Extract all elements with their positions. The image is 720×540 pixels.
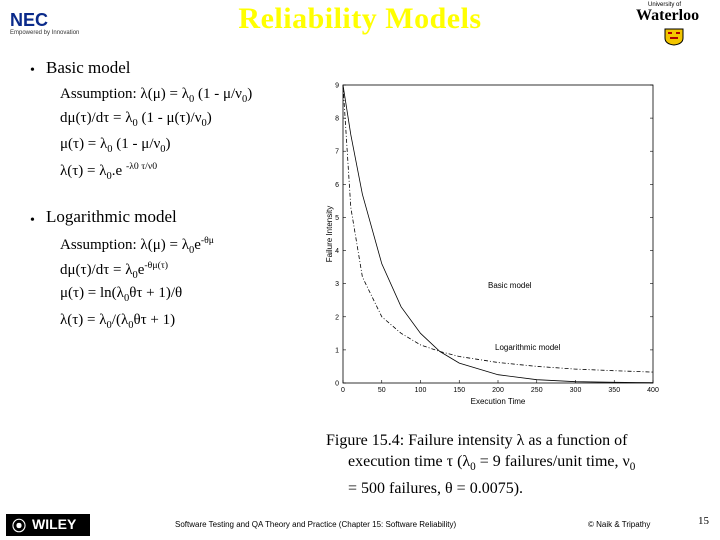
wiley-logo: ⦿ WILEY <box>6 514 90 536</box>
logarithmic-model-annotation: Logarithmic model <box>495 343 561 352</box>
bullet-icon: • <box>30 213 35 228</box>
x-tick-label: 100 <box>415 387 427 394</box>
failure-intensity-chart: 0 50 100 150 200 250 300 350 400 0 1 2 3 4 5 6 7 8 9 Execu… <box>325 83 659 407</box>
x-tick-label: 350 <box>608 387 620 394</box>
x-axis-label: Execution Time <box>471 397 526 406</box>
waterloo-logo-top: University of <box>648 2 682 8</box>
x-tick-label: 0 <box>341 387 345 394</box>
basic-mu-line: μ(τ) = λ0 (1 - μ/ν0) <box>60 136 171 155</box>
y-tick-label: 5 <box>335 215 339 222</box>
y-tick-label: 3 <box>335 281 339 288</box>
y-tick-label: 4 <box>335 248 339 255</box>
y-tick-label: 0 <box>335 381 339 388</box>
slide-title: Reliability Models <box>238 2 482 35</box>
page-number: 15 <box>698 515 709 527</box>
basic-model-line <box>342 84 654 384</box>
y-tick-label: 8 <box>335 116 339 123</box>
log-assumption-line: Assumption: λ(μ) = λ0e-θμ <box>60 235 215 256</box>
section-heading-logarithmic: Logarithmic model <box>46 207 177 226</box>
figure-caption: Figure 15.4: Failure intensity λ as a fu… <box>326 430 716 499</box>
caption-line-3: = 500 failures, θ = 0.0075). <box>348 480 524 498</box>
basic-assumption-line: Assumption: λ(μ) = λ0 (1 - μ/ν0) <box>60 86 253 105</box>
logarithmic-model-line <box>342 84 654 373</box>
basic-derivative-line: dμ(τ)/dτ = λ0 (1 - μ(τ)/ν0) <box>60 110 212 129</box>
section-heading-basic: Basic model <box>46 58 131 77</box>
x-tick-label: 200 <box>492 387 504 394</box>
y-axis-label: Failure Intensity <box>325 206 334 262</box>
x-tick-label: 400 <box>647 387 659 394</box>
footer-copyright: © Naik & Tripathy <box>588 520 651 529</box>
footer-course-text: Software Testing and QA Theory and Pract… <box>175 520 457 529</box>
x-tick-label: 300 <box>570 387 582 394</box>
basic-lambda-line: λ(τ) = λ0.e -λ0 τ/ν0 <box>60 161 158 182</box>
log-lambda-line: λ(τ) = λ0/(λ0θτ + 1) <box>60 312 176 331</box>
log-derivative-line: dμ(τ)/dτ = λ0e-θμ(τ) <box>60 260 168 281</box>
waterloo-logo-name: Waterloo <box>636 7 700 24</box>
caption-line-1: Figure 15.4: Failure intensity λ as a fu… <box>326 432 628 449</box>
basic-model-annotation: Basic model <box>488 281 532 290</box>
bullet-icon: • <box>30 63 35 78</box>
waterloo-crest-icon <box>664 28 684 46</box>
caption-line-2: execution time τ (λ0 = 9 failures/unit t… <box>348 453 636 474</box>
x-tick-label: 150 <box>453 387 465 394</box>
y-tick-label: 2 <box>335 314 339 321</box>
nec-tagline: Empowered by Innovation <box>10 30 80 36</box>
x-tick-label: 50 <box>378 387 386 394</box>
chart-frame <box>342 84 654 384</box>
y-tick-label: 1 <box>335 347 339 354</box>
y-tick-label: 9 <box>335 83 339 90</box>
log-mu-line: μ(τ) = ln(λ0θτ + 1)/θ <box>60 285 183 304</box>
nec-logo: NEC <box>10 10 49 30</box>
wiley-emblem-icon: ⦿ <box>12 518 26 534</box>
y-tick-label: 6 <box>335 182 339 189</box>
y-tick-label: 7 <box>335 149 339 156</box>
x-tick-label: 250 <box>531 387 543 394</box>
